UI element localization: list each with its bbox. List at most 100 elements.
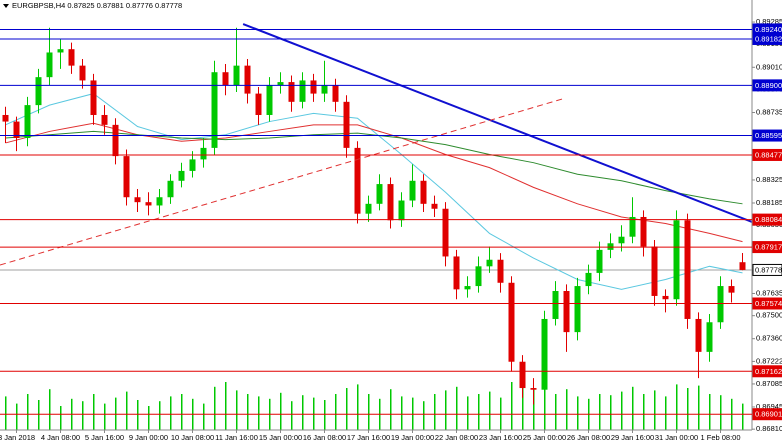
volume-bar [137,400,139,430]
x-tick-label: 3 Jan 2018 [0,433,35,442]
level-box [752,408,782,421]
x-tick-label: 25 Jan 00:00 [523,433,566,442]
x-tick-label: 16 Jan 08:00 [303,433,346,442]
x-tick-label: 31 Jan 00:00 [655,433,698,442]
candle-body [475,266,482,287]
volume-bar [280,392,282,430]
volume-bar [544,386,546,430]
volume-bar [258,396,260,430]
candle-body [420,180,427,204]
level-box-label: 0.88084 [755,215,782,224]
trendline [0,97,566,266]
candle-body [486,259,493,267]
volume-bar [126,391,128,430]
trendline [242,23,752,223]
volume-bar [577,396,579,430]
candle-body [629,216,636,237]
candle-body [266,85,273,115]
candle-body [376,184,383,204]
y-tick-label: 0.88185 [756,198,782,207]
volume-bar [60,406,62,430]
y-tick-label: 0.88735 [756,108,782,117]
volume-bar [225,382,227,430]
y-tick-label: 0.86945 [756,402,782,411]
volume-bar [698,385,700,430]
x-tick-label: 15 Jan 00:00 [259,433,302,442]
candle-body [552,290,559,319]
candle-body [618,236,625,244]
candle-body [299,80,306,102]
level-box [752,365,782,378]
candle-body [211,72,218,148]
candle-body [431,203,438,209]
candle-body [596,249,603,273]
volume-bar [357,384,359,430]
candle-body [640,216,647,247]
volume-bar [16,403,18,430]
volume-bar [346,388,348,430]
chart-title: EURGBPSB,H4 0.87825 0.87881 0.87776 0.87… [12,1,182,10]
level-box [752,213,782,226]
volume-bar [170,396,172,430]
volume-bar [643,394,645,430]
x-tick-label: 9 Jan 00:00 [129,433,168,442]
level-box [752,148,782,161]
volume-bar [467,396,469,430]
candle-body [321,85,328,94]
y-tick-label: 0.88325 [756,175,782,184]
volume-bar [401,396,403,430]
volume-bar [214,386,216,430]
moving-average [5,93,743,290]
candle-body [585,272,592,287]
candle-body [563,290,570,333]
level-box-label: 0.89182 [755,34,782,43]
candle-body [497,259,504,283]
candle-body [79,65,86,81]
volume-bar [368,394,370,430]
x-tick-label: 10 Jan 08:00 [171,433,214,442]
candle-body [706,322,713,352]
candle-body [574,286,581,333]
volume-bar [533,388,535,430]
candle-body [277,82,284,86]
candle-body [464,286,471,290]
level-box [752,79,782,92]
candle-body [112,124,119,157]
candle-body [728,286,735,293]
x-tick-label: 5 Jan 16:00 [85,433,124,442]
candle-body [519,361,526,389]
volume-bar [181,394,183,430]
x-tick-label: 11 Jan 16:00 [215,433,258,442]
candle-body [717,286,724,323]
volume-bar [291,401,293,430]
volume-bar [104,403,106,430]
volume-bar [236,390,238,430]
candle-body [684,220,691,319]
volume-bar [456,386,458,430]
candle-body [244,65,251,94]
level-box-label: 0.89240 [755,25,782,34]
candle-body [24,105,31,139]
volume-bar [654,390,656,430]
volume-bar [324,400,326,430]
candle-body [354,147,361,214]
volume-bar [599,394,601,430]
y-tick-label: 0.89010 [756,62,782,71]
x-tick-label: 23 Jan 16:00 [479,433,522,442]
x-tick-label: 1 Feb 08:00 [700,433,740,442]
level-box-label: 0.87574 [755,299,782,308]
volume-bar [423,401,425,430]
volume-bar [302,395,304,430]
volume-bar [555,394,557,430]
candle-body [178,170,185,181]
level-box-label: 0.88900 [755,81,782,90]
candle-body [167,180,174,198]
level-box-label: 0.86901 [755,410,782,419]
level-box [752,129,782,142]
candle-body [13,121,20,139]
volume-bar [566,389,568,430]
current-price-box [752,263,782,276]
volume-bar [5,396,7,430]
x-tick-label: 4 Jan 08:00 [41,433,80,442]
candle-body [255,93,262,115]
